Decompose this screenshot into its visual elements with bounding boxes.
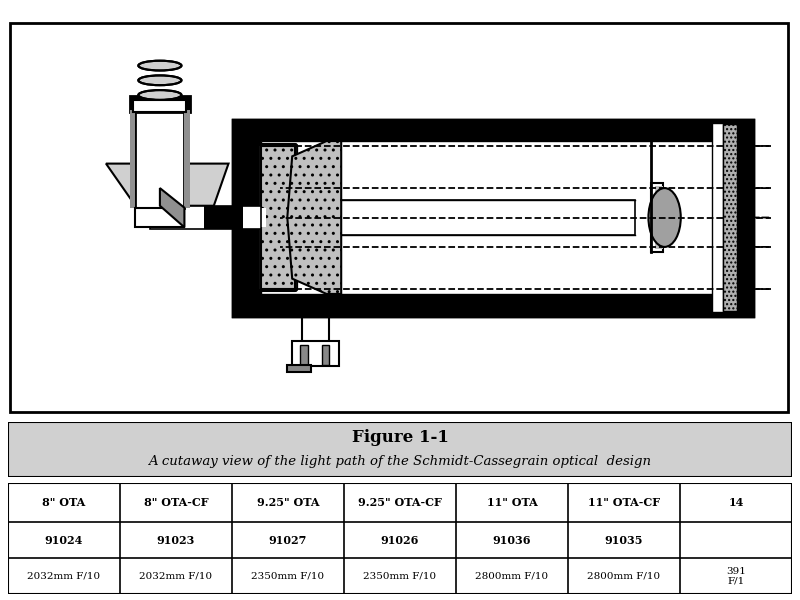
Bar bbox=[292, 341, 339, 367]
Text: 8" OTA: 8" OTA bbox=[42, 497, 86, 508]
Polygon shape bbox=[204, 206, 243, 229]
Bar bbox=[651, 183, 662, 252]
Text: 91027: 91027 bbox=[269, 535, 307, 545]
Text: 11" OTA-CF: 11" OTA-CF bbox=[588, 497, 660, 508]
Bar bbox=[234, 119, 753, 316]
Text: 2032mm F/10: 2032mm F/10 bbox=[139, 572, 213, 581]
Bar bbox=[712, 124, 723, 311]
Text: 91026: 91026 bbox=[381, 535, 419, 545]
FancyBboxPatch shape bbox=[259, 144, 297, 291]
Text: 91036: 91036 bbox=[493, 535, 531, 545]
Bar bbox=[134, 100, 186, 112]
Bar bbox=[261, 141, 723, 294]
Polygon shape bbox=[160, 188, 184, 227]
Bar bbox=[130, 110, 135, 208]
Text: 2800mm F/10: 2800mm F/10 bbox=[475, 572, 549, 581]
Bar bbox=[130, 96, 190, 112]
Bar bbox=[135, 110, 184, 208]
Bar bbox=[654, 186, 662, 249]
Text: 2032mm F/10: 2032mm F/10 bbox=[27, 572, 101, 581]
Text: 391
F/1: 391 F/1 bbox=[726, 566, 746, 586]
Polygon shape bbox=[287, 141, 341, 294]
Bar bbox=[234, 294, 723, 316]
Bar bbox=[184, 110, 190, 208]
Text: Figure 1-1: Figure 1-1 bbox=[351, 429, 449, 446]
Polygon shape bbox=[135, 208, 184, 227]
Text: 91035: 91035 bbox=[605, 535, 643, 545]
Bar bbox=[234, 119, 261, 316]
Bar bbox=[234, 119, 753, 316]
Text: 9.25" OTA-CF: 9.25" OTA-CF bbox=[358, 497, 442, 508]
Text: 8" OTA-CF: 8" OTA-CF bbox=[144, 497, 208, 508]
Bar bbox=[287, 364, 311, 373]
Text: 2350mm F/10: 2350mm F/10 bbox=[363, 572, 437, 581]
Bar bbox=[723, 119, 753, 316]
Bar bbox=[322, 345, 330, 364]
Polygon shape bbox=[106, 164, 229, 206]
Ellipse shape bbox=[649, 188, 681, 247]
Bar bbox=[234, 119, 723, 141]
Bar bbox=[261, 200, 635, 235]
Text: A cutaway view of the light path of the Schmidt-Cassegrain optical  design: A cutaway view of the light path of the … bbox=[149, 455, 651, 468]
Bar bbox=[238, 208, 266, 227]
Text: 2350mm F/10: 2350mm F/10 bbox=[251, 572, 325, 581]
Ellipse shape bbox=[138, 90, 182, 100]
Ellipse shape bbox=[138, 61, 182, 70]
Text: 9.25" OTA: 9.25" OTA bbox=[257, 497, 319, 508]
Text: 11" OTA: 11" OTA bbox=[486, 497, 538, 508]
Ellipse shape bbox=[138, 76, 182, 85]
Bar bbox=[723, 124, 737, 311]
Text: 14: 14 bbox=[728, 497, 744, 508]
Text: 91023: 91023 bbox=[157, 535, 195, 545]
Text: 2800mm F/10: 2800mm F/10 bbox=[587, 572, 661, 581]
Text: 91024: 91024 bbox=[45, 535, 83, 545]
Bar bbox=[300, 345, 308, 364]
Bar bbox=[261, 146, 295, 289]
Bar bbox=[150, 206, 261, 229]
Bar bbox=[302, 316, 330, 343]
